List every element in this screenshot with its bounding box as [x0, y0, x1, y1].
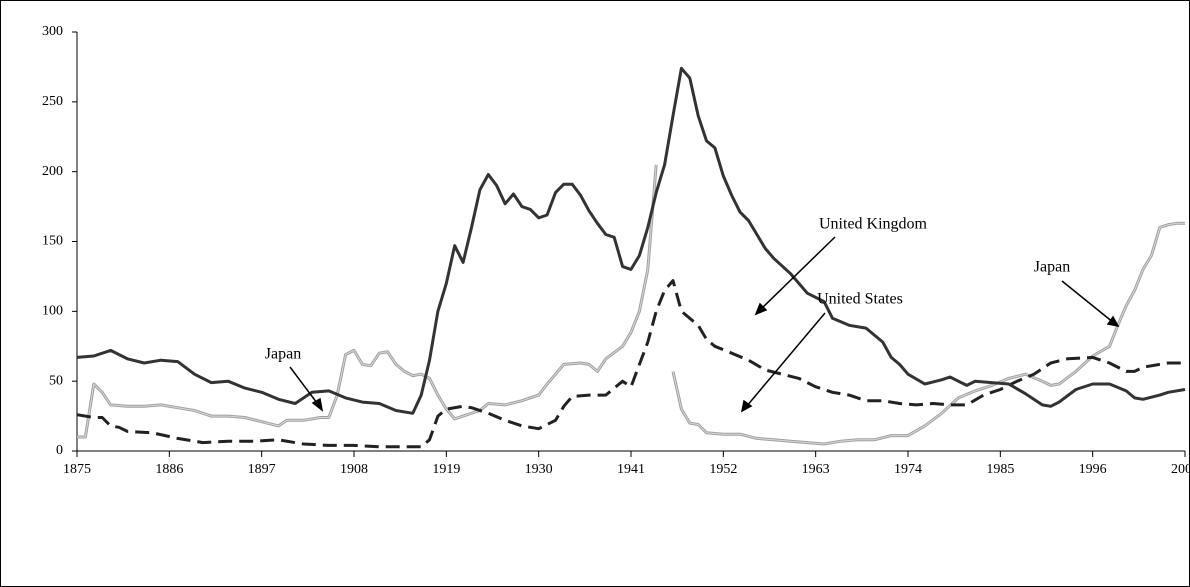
x-tick-label: 1875 — [63, 462, 91, 477]
y-tick-label: 150 — [42, 234, 63, 249]
x-tick-label: 1886 — [155, 462, 183, 477]
series-line — [76, 66, 1186, 415]
arrow — [759, 236, 836, 311]
arrowhead — [740, 399, 753, 413]
annotation: United States — [817, 291, 903, 308]
y-tick-label: 250 — [42, 94, 63, 109]
x-tick-label: 1952 — [709, 462, 737, 477]
x-tick-label: 1974 — [894, 462, 922, 477]
arrowhead — [1106, 315, 1120, 328]
x-tick-label: 1963 — [802, 462, 830, 477]
x-tick-label: 2007 — [1171, 462, 1190, 477]
annotations — [289, 236, 1120, 413]
x-tick-label: 1897 — [248, 462, 276, 477]
arrow — [745, 312, 826, 408]
arrowhead — [754, 302, 768, 316]
x-tick-label: 1930 — [525, 462, 553, 477]
x-tick-label: 1919 — [432, 462, 460, 477]
annotation: United Kingdom — [819, 216, 928, 233]
x-tick-label: 1941 — [617, 462, 645, 477]
series-line-highlight — [77, 164, 657, 438]
arrow — [1061, 280, 1115, 324]
arrow — [289, 366, 321, 408]
y-tick-label: 50 — [49, 373, 63, 388]
x-tick-label: 1996 — [1079, 462, 1107, 477]
y-tick-label: 200 — [42, 164, 63, 179]
y-tick-label: 300 — [42, 24, 63, 39]
series-line — [76, 279, 1185, 449]
y-tick-label: 100 — [42, 304, 63, 319]
arrowhead — [311, 397, 324, 412]
y-tick-label: 0 — [56, 443, 63, 458]
x-tick-label: 1908 — [340, 462, 368, 477]
annotation: Japan — [265, 346, 301, 363]
x-tick-label: 1985 — [986, 462, 1014, 477]
series-line-highlight — [672, 222, 1185, 445]
annotation: Japan — [1034, 259, 1070, 276]
